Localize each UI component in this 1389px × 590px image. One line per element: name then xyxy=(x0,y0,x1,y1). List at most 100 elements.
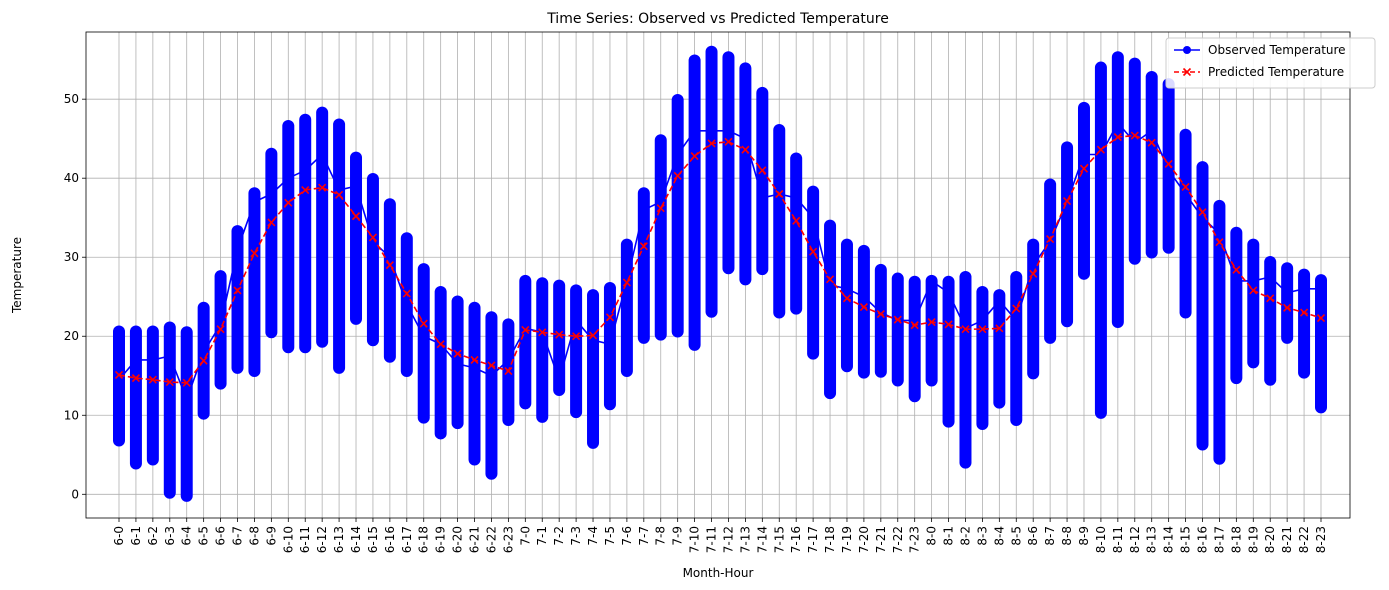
observed-point-max xyxy=(1045,180,1055,190)
observed-point-min xyxy=(1011,415,1021,425)
x-tick-label: 6-2 xyxy=(146,526,160,546)
observed-point-max xyxy=(842,240,852,250)
x-tick-label: 7-13 xyxy=(738,526,752,553)
x-tick-label: 6-10 xyxy=(281,526,295,553)
observed-point-min xyxy=(165,488,175,498)
predicted-point xyxy=(419,319,428,328)
observed-point-max xyxy=(503,319,513,329)
predicted-point xyxy=(1147,138,1156,147)
x-tick-label: 7-18 xyxy=(823,526,837,553)
observed-point-min xyxy=(791,304,801,314)
observed-point-max xyxy=(486,312,496,322)
observed-point-min xyxy=(1299,368,1309,378)
predicted-point xyxy=(1029,269,1038,278)
x-tick-label: 7-19 xyxy=(840,526,854,553)
predicted-point xyxy=(927,317,936,327)
y-axis: 0 10 20 30 40 50 xyxy=(64,92,86,501)
plot-frame xyxy=(85,31,1351,519)
observed-point-min xyxy=(385,352,395,362)
observed-point-min xyxy=(419,413,429,423)
observed-point-min xyxy=(453,418,463,428)
observed-point-min xyxy=(588,438,598,448)
x-tick-label: 7-14 xyxy=(755,526,769,553)
predicted-point xyxy=(758,166,767,175)
x-tick-label: 8-17 xyxy=(1212,526,1226,553)
observed-point-min xyxy=(859,368,869,378)
observed-point-max xyxy=(520,276,530,286)
observed-point-min xyxy=(944,417,954,427)
predicted-point xyxy=(978,325,987,334)
predicted-point xyxy=(436,340,445,349)
x-tick-label: 7-2 xyxy=(552,526,566,546)
observed-point-max xyxy=(266,149,276,159)
observed-point-max xyxy=(910,277,920,287)
observed-series xyxy=(113,45,1327,502)
predicted-point xyxy=(318,183,327,192)
predicted-point xyxy=(1113,133,1122,142)
predicted-point xyxy=(385,261,394,270)
x-tick-label: 8-3 xyxy=(975,526,989,546)
x-tick-label: 6-12 xyxy=(315,526,329,553)
x-tick-label: 6-18 xyxy=(417,526,431,553)
x-tick-label: 8-22 xyxy=(1297,526,1311,553)
observed-point-min xyxy=(1282,333,1292,343)
observed-point-min xyxy=(656,330,666,340)
x-tick-label: 6-4 xyxy=(180,526,194,546)
observed-point-max xyxy=(453,296,463,306)
predicted-point xyxy=(792,216,801,225)
y-tick-label: 30 xyxy=(64,250,79,264)
predicted-line xyxy=(118,134,1322,384)
x-tick-label: 7-9 xyxy=(671,526,685,546)
x-tick-label: 8-9 xyxy=(1077,526,1091,546)
predicted-point xyxy=(335,190,344,199)
predicted-point xyxy=(199,356,208,365)
y-tick-label: 50 xyxy=(64,92,79,106)
observed-point-max xyxy=(233,226,243,236)
x-tick-label: 6-14 xyxy=(349,526,363,553)
predicted-point xyxy=(809,247,818,256)
predicted-point xyxy=(572,332,581,341)
x-tick-label: 8-16 xyxy=(1195,526,1209,553)
observed-point-max xyxy=(859,246,869,256)
observed-point-max xyxy=(1011,272,1021,282)
legend-circle-marker xyxy=(1183,46,1191,54)
observed-point-min xyxy=(910,391,920,401)
predicted-point xyxy=(148,375,157,384)
predicted-point xyxy=(453,349,462,358)
observed-point-min xyxy=(893,375,903,385)
observed-point-max xyxy=(216,271,226,281)
predicted-point xyxy=(1283,303,1292,312)
legend: Observed Temperature Predicted Temperatu… xyxy=(1165,37,1376,89)
predicted-point xyxy=(1062,197,1072,206)
chart-title: Time Series: Observed vs Predicted Tempe… xyxy=(546,11,889,27)
x-tick-label: 8-10 xyxy=(1094,526,1108,553)
observed-point-min xyxy=(1164,243,1174,253)
predicted-point xyxy=(859,302,868,312)
observed-point-min xyxy=(825,388,835,398)
x-tick-label: 8-6 xyxy=(1026,526,1040,546)
observed-point-max xyxy=(148,327,158,337)
observed-point-min xyxy=(723,263,733,273)
x-tick-label: 8-20 xyxy=(1263,526,1277,553)
observed-point-max xyxy=(605,283,615,293)
observed-point-max xyxy=(1231,228,1241,238)
observed-point-max xyxy=(656,135,666,145)
predicted-point xyxy=(842,294,852,303)
x-tick-label: 7-12 xyxy=(721,526,735,553)
predicted-point xyxy=(284,198,293,207)
observed-point-max xyxy=(402,233,412,243)
predicted-point xyxy=(961,325,970,334)
observed-point-min xyxy=(707,307,717,317)
observed-point-max xyxy=(385,199,395,209)
observed-point-min xyxy=(1028,368,1038,378)
observed-point-max xyxy=(1147,72,1157,82)
observed-point-max xyxy=(791,153,801,163)
x-tick-label: 6-22 xyxy=(484,526,498,553)
observed-point-min xyxy=(757,264,767,274)
observed-point-max xyxy=(182,327,192,337)
x-tick-label: 7-6 xyxy=(620,526,634,546)
observed-point-max xyxy=(351,153,361,163)
x-tick-label: 8-19 xyxy=(1246,526,1260,553)
x-tick-label: 6-6 xyxy=(214,526,228,546)
observed-point-min xyxy=(1147,247,1157,257)
